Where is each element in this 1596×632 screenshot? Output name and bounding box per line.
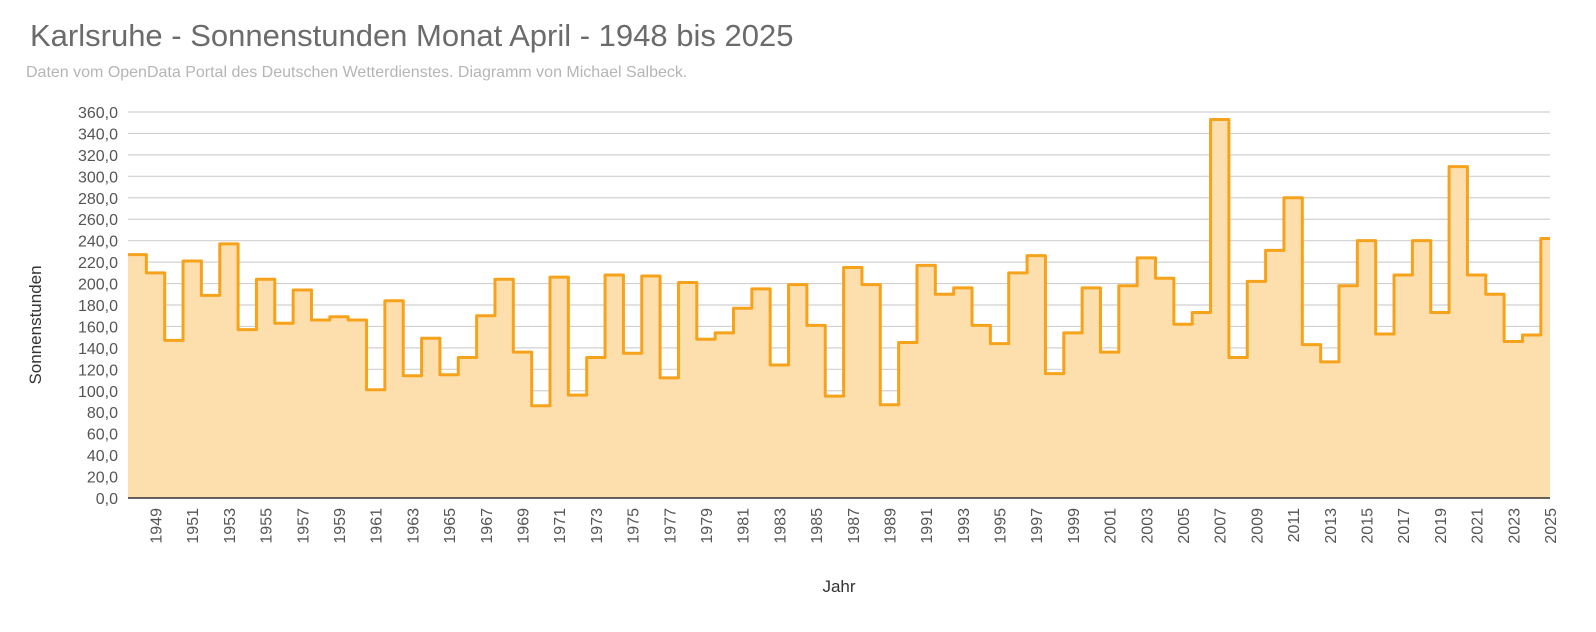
x-tick-label: 1979 [699, 508, 716, 544]
x-tick-label: 1977 [662, 508, 679, 544]
y-tick-label: 240,0 [78, 234, 118, 251]
y-tick-label: 0,0 [96, 491, 118, 508]
x-tick-label: 1965 [442, 508, 459, 544]
x-tick-label: 1973 [589, 508, 606, 544]
x-tick-label: 1955 [259, 508, 276, 544]
x-axis-ticks: 1949 1951 1953 1955 1957 1959 1961 1963 1965 1967… [149, 508, 1560, 544]
y-tick-label: 300,0 [78, 169, 118, 186]
x-tick-label: 2005 [1176, 508, 1193, 544]
y-axis-label: Sonnenstunden [26, 265, 45, 384]
y-tick-label: 80,0 [87, 405, 118, 422]
x-tick-label: 2013 [1323, 508, 1340, 544]
x-tick-label: 2025 [1543, 508, 1560, 544]
x-tick-label: 2017 [1396, 508, 1413, 544]
x-tick-label: 1987 [846, 508, 863, 544]
series-step-line [128, 118, 1550, 408]
x-tick-label: 1967 [479, 508, 496, 544]
x-tick-label: 1969 [515, 508, 532, 544]
x-tick-label: 1961 [369, 508, 386, 544]
y-tick-label: 260,0 [78, 212, 118, 229]
y-tick-label: 120,0 [78, 362, 118, 379]
x-tick-label: 1971 [552, 508, 569, 544]
x-tick-label: 1951 [185, 508, 202, 544]
series-area-fill [128, 119, 1550, 498]
y-tick-label: 320,0 [78, 148, 118, 165]
x-tick-label: 2001 [1103, 508, 1120, 544]
y-tick-label: 160,0 [78, 319, 118, 336]
x-tick-label: 2011 [1286, 508, 1303, 543]
x-tick-label: 2015 [1360, 508, 1377, 544]
x-tick-label: 2023 [1506, 508, 1523, 544]
x-tick-label: 1993 [956, 508, 973, 544]
x-tick-label: 2009 [1249, 508, 1266, 544]
y-tick-label: 140,0 [78, 341, 118, 358]
y-tick-label: 220,0 [78, 255, 118, 272]
x-tick-label: 1975 [626, 508, 643, 544]
y-tick-label: 60,0 [87, 427, 118, 444]
chart-subtitle: Daten vom OpenData Portal des Deutschen … [26, 64, 688, 81]
x-tick-label: 1953 [222, 508, 239, 544]
x-tick-label: 1981 [736, 508, 753, 544]
y-tick-label: 180,0 [78, 298, 118, 315]
x-tick-label: 1995 [993, 508, 1010, 544]
x-tick-label: 1983 [772, 508, 789, 544]
y-tick-label: 40,0 [87, 448, 118, 465]
y-tick-label: 280,0 [78, 191, 118, 208]
y-tick-label: 100,0 [78, 384, 118, 401]
chart-title: Karlsruhe - Sonnenstunden Monat April - … [30, 18, 794, 53]
x-tick-label: 2019 [1433, 508, 1450, 544]
y-tick-label: 360,0 [78, 105, 118, 122]
y-tick-label: 20,0 [87, 470, 118, 487]
x-tick-label: 1999 [1066, 508, 1083, 544]
x-tick-label: 1997 [1029, 508, 1046, 544]
x-tick-label: 1957 [295, 508, 312, 544]
x-tick-label: 2003 [1139, 508, 1156, 544]
x-tick-label: 1991 [919, 508, 936, 544]
y-axis-ticks: 0,0 20,0 40,0 60,0 80,0 100,0 120,0 140,0 160,0 1… [78, 105, 118, 508]
x-axis-label: Jahr [822, 577, 855, 596]
y-tick-label: 340,0 [78, 126, 118, 143]
x-tick-label: 1963 [405, 508, 422, 544]
y-tick-label: 200,0 [78, 277, 118, 294]
x-tick-label: 1959 [332, 508, 349, 544]
x-tick-label: 1949 [149, 508, 166, 544]
x-tick-label: 2007 [1213, 508, 1230, 544]
x-tick-label: 1989 [882, 508, 899, 544]
x-tick-label: 2021 [1470, 508, 1487, 544]
x-tick-label: 1985 [809, 508, 826, 544]
